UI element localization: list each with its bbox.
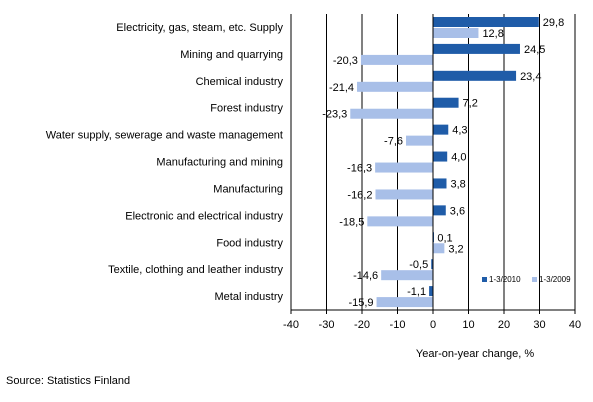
tick-label: -20 <box>354 319 370 331</box>
legend: 1-3/2010 1-3/2009 <box>482 275 571 284</box>
legend-swatch <box>532 277 537 282</box>
bar <box>375 189 433 200</box>
data-label: 3,6 <box>450 205 465 217</box>
bar <box>433 70 517 81</box>
data-label: 12,8 <box>482 28 503 40</box>
data-label: 7,2 <box>463 98 478 110</box>
data-label: -18,5 <box>339 216 364 228</box>
bar <box>433 28 479 38</box>
bar <box>433 178 447 189</box>
tick-label: -40 <box>283 319 299 331</box>
bar <box>433 151 448 162</box>
data-label: 24,5 <box>524 44 545 56</box>
category-label: Water supply, sewerage and waste managem… <box>46 130 283 142</box>
category-label: Electricity, gas, steam, etc. Supply <box>116 22 283 34</box>
data-label: -16,2 <box>347 189 372 201</box>
category-label: Metal industry <box>215 291 284 303</box>
data-label: 4,0 <box>451 152 466 164</box>
bar <box>433 243 445 254</box>
bar <box>433 205 446 216</box>
tick-label: -30 <box>319 319 335 331</box>
bar <box>376 297 433 308</box>
bar <box>433 97 459 108</box>
category-label: Chemical industry <box>196 76 284 88</box>
data-label: -1,1 <box>407 286 426 298</box>
bar <box>367 216 433 227</box>
bar <box>350 108 433 119</box>
tick-label: 10 <box>462 319 474 331</box>
bar <box>433 124 449 135</box>
data-label: 3,2 <box>448 243 463 255</box>
data-label: -7,6 <box>384 136 403 148</box>
tick-label: 20 <box>498 319 510 331</box>
data-label: -15,9 <box>348 297 373 309</box>
bar <box>360 54 433 65</box>
data-label: 29,8 <box>543 17 564 29</box>
legend-swatch <box>482 277 487 282</box>
category-label: Manufacturing <box>213 183 283 195</box>
tick-label: -10 <box>390 319 406 331</box>
tick-label: 0 <box>430 319 436 331</box>
x-axis: -40 -30 -20 -10 0 10 20 30 40 <box>283 14 581 331</box>
bar <box>375 162 433 173</box>
bar <box>381 270 433 281</box>
source-note: Source: Statistics Finland <box>6 375 131 387</box>
tick-label: 40 <box>569 319 581 331</box>
bar <box>429 286 433 297</box>
data-label: -0,5 <box>409 259 428 271</box>
data-label: 23,4 <box>520 71 541 83</box>
data-label: 4,3 <box>452 125 467 137</box>
data-label: 3,8 <box>450 178 465 190</box>
bars <box>350 17 539 308</box>
bar <box>406 135 433 146</box>
data-label: 0,1 <box>437 232 452 244</box>
legend-label: 1-3/2010 <box>489 275 521 284</box>
data-label: -20,3 <box>333 55 358 67</box>
category-label: Food industry <box>216 237 283 249</box>
value-labels: 29,8 12,8 24,5 -20,3 23,4 -21,4 7,2 -23,3 4,3 -7,… <box>322 17 564 309</box>
tick-label: 30 <box>533 319 545 331</box>
bar <box>431 259 433 270</box>
data-label: -23,3 <box>322 109 347 121</box>
bar <box>357 81 433 92</box>
x-axis-title: Year-on-year change, % <box>416 348 534 360</box>
category-label: Forest industry <box>210 103 283 115</box>
category-labels: Electricity, gas, steam, etc. Supply Mini… <box>46 22 284 303</box>
category-label: Manufacturing and mining <box>156 157 283 169</box>
category-label: Mining and quarrying <box>180 49 283 61</box>
bar <box>433 17 539 27</box>
legend-label: 1-3/2009 <box>539 275 571 284</box>
category-label: Electronic and electrical industry <box>125 210 283 222</box>
bar <box>433 43 520 54</box>
data-label: -21,4 <box>329 82 354 94</box>
category-label: Textile, clothing and leather industry <box>108 264 283 276</box>
data-label: -14,6 <box>353 270 378 282</box>
data-label: -16,3 <box>347 163 372 175</box>
